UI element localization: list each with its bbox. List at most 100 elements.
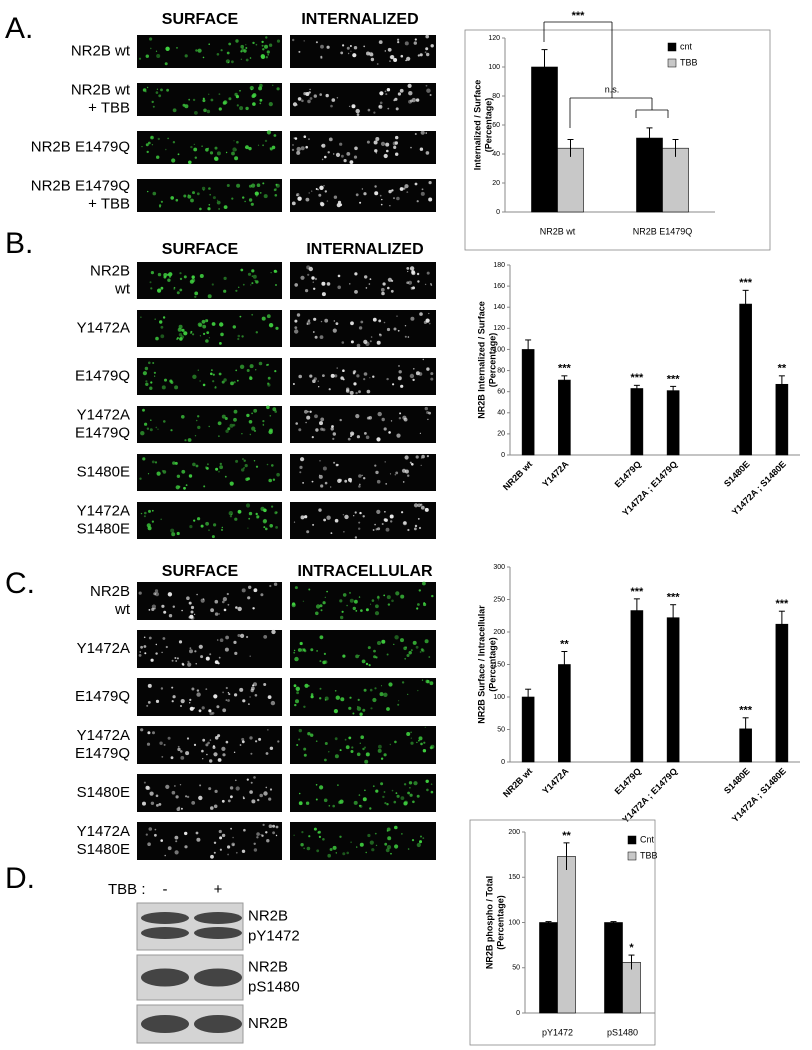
puncta [422, 749, 427, 753]
puncta [318, 193, 322, 197]
puncta [375, 789, 379, 793]
puncta [272, 84, 274, 87]
puncta [307, 732, 311, 736]
significance: *** [775, 598, 789, 610]
puncta [341, 610, 344, 613]
puncta [321, 292, 326, 297]
puncta [396, 196, 400, 201]
puncta [374, 185, 377, 188]
significance: ** [562, 830, 571, 842]
puncta [256, 832, 260, 836]
puncta [205, 743, 209, 747]
puncta [255, 465, 259, 468]
puncta [205, 688, 208, 690]
row-label: NR2B wt [71, 42, 131, 59]
puncta [339, 835, 342, 838]
puncta [383, 321, 386, 324]
puncta [404, 41, 409, 46]
puncta [156, 155, 160, 159]
puncta [322, 374, 325, 377]
puncta [267, 54, 270, 56]
puncta [352, 712, 355, 715]
puncta [401, 681, 405, 684]
puncta [292, 144, 294, 146]
puncta [382, 795, 385, 799]
puncta [245, 44, 247, 46]
puncta [358, 326, 363, 330]
puncta [377, 411, 382, 417]
puncta [420, 835, 422, 838]
puncta [358, 474, 362, 478]
puncta [334, 737, 338, 741]
puncta [319, 474, 321, 476]
puncta [218, 107, 222, 111]
puncta [172, 108, 177, 113]
puncta [246, 477, 249, 480]
puncta [373, 655, 377, 659]
puncta [205, 656, 210, 661]
puncta [218, 372, 222, 376]
puncta [148, 509, 151, 513]
puncta [310, 733, 314, 737]
puncta [150, 381, 153, 384]
puncta [172, 605, 175, 608]
puncta [154, 318, 156, 321]
puncta [154, 607, 156, 610]
puncta [196, 593, 198, 596]
puncta [374, 611, 380, 616]
puncta [251, 282, 254, 285]
y-tick-label: 250 [493, 596, 505, 603]
puncta [373, 111, 376, 114]
puncta [210, 608, 215, 613]
puncta [361, 474, 363, 476]
puncta [388, 189, 392, 194]
puncta [193, 707, 195, 709]
puncta [201, 319, 206, 324]
blot-band [141, 927, 189, 939]
puncta [225, 686, 228, 690]
puncta [199, 380, 201, 382]
puncta [181, 415, 185, 419]
row-label: Y1472A [77, 640, 130, 657]
puncta [410, 737, 412, 739]
puncta [186, 737, 190, 740]
micrograph [137, 83, 282, 116]
puncta [337, 274, 341, 278]
puncta [243, 828, 246, 832]
puncta [222, 600, 225, 604]
puncta [305, 289, 309, 293]
puncta [419, 651, 422, 653]
puncta [234, 92, 238, 97]
puncta [202, 598, 205, 600]
puncta [142, 408, 145, 412]
puncta [416, 200, 419, 203]
puncta [307, 273, 310, 276]
puncta [276, 511, 278, 513]
y-axis-label: (Percentage) [487, 333, 497, 388]
puncta [144, 422, 148, 426]
puncta [250, 781, 253, 784]
puncta [262, 423, 264, 425]
puncta [314, 335, 318, 339]
puncta [383, 692, 388, 697]
puncta [138, 654, 142, 657]
puncta [425, 151, 430, 155]
puncta [248, 146, 252, 151]
x-tick-label: pS1480 [607, 1027, 638, 1037]
puncta [214, 146, 218, 150]
puncta [151, 460, 155, 464]
puncta [175, 660, 178, 662]
puncta [259, 793, 264, 798]
puncta [404, 335, 407, 338]
puncta [266, 130, 271, 135]
puncta [363, 339, 368, 344]
puncta [194, 613, 196, 615]
micrograph [290, 131, 436, 164]
puncta [268, 478, 273, 483]
puncta [242, 796, 245, 798]
bar [521, 349, 535, 456]
puncta [149, 37, 153, 41]
puncta [202, 738, 206, 742]
puncta [294, 319, 298, 323]
puncta [228, 97, 232, 101]
